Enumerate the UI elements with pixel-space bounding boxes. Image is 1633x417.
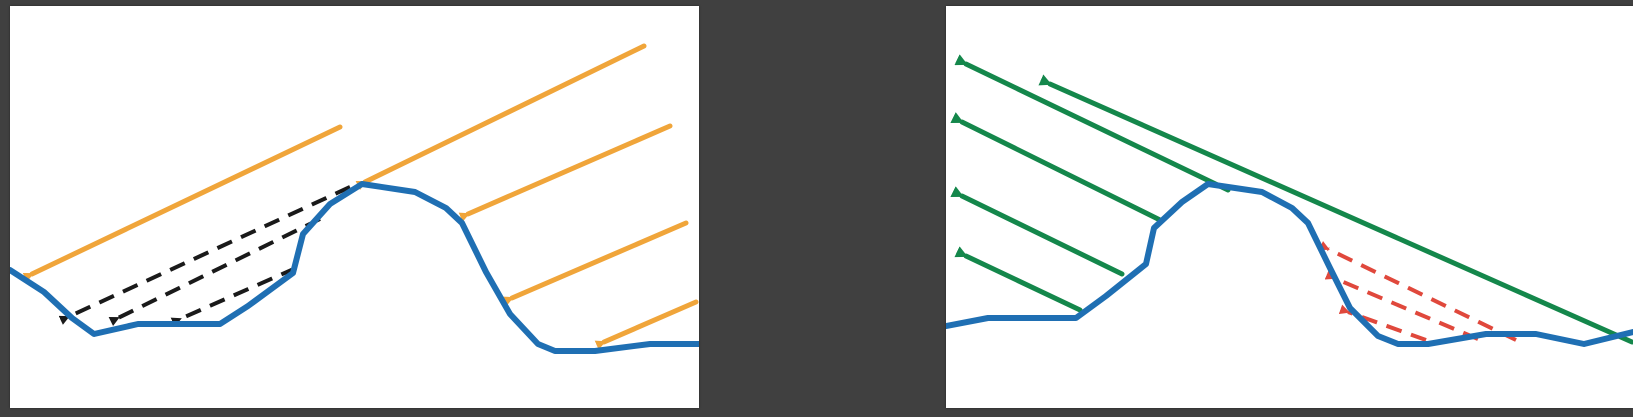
shadow-ray — [170, 266, 297, 327]
blocked-ray — [1318, 241, 1517, 342]
shadow-rays — [58, 185, 351, 327]
shadow-ray — [108, 217, 321, 327]
blocked-rays — [1318, 241, 1517, 342]
outgoing-ray — [954, 246, 1083, 313]
terrain-masking-diagram — [946, 54, 1633, 347]
incoming-rays — [22, 43, 699, 350]
terrain-profile — [946, 181, 1633, 347]
incoming-ray — [502, 220, 689, 306]
right-diagram-panel — [946, 6, 1633, 408]
terrain-shadowing-diagram — [10, 43, 699, 354]
outgoing-ray — [954, 54, 1231, 193]
incoming-ray — [355, 43, 647, 190]
outgoing-ray — [950, 112, 1163, 223]
left-diagram-panel — [10, 6, 699, 408]
shadow-ray — [58, 185, 351, 325]
outgoing-rays — [950, 54, 1633, 345]
incoming-ray — [594, 299, 699, 350]
outgoing-ray — [1038, 74, 1633, 345]
blocked-ray — [1338, 304, 1427, 342]
blocked-ray — [1324, 270, 1479, 341]
terrain-profile — [10, 181, 699, 354]
outgoing-ray — [950, 186, 1125, 277]
incoming-ray — [458, 123, 673, 222]
incoming-ray — [22, 124, 343, 282]
